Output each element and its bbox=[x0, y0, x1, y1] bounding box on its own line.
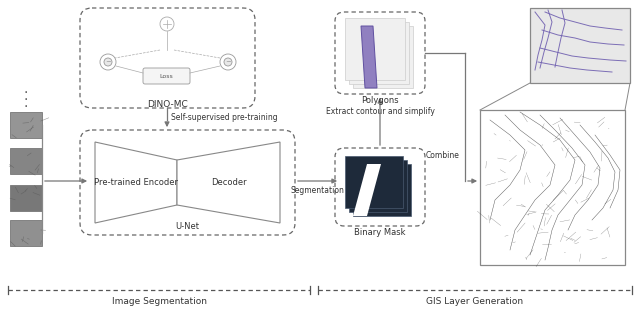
Text: Segmentation: Segmentation bbox=[291, 186, 344, 195]
Bar bbox=[530, 8, 630, 83]
Text: Extract contour and simplify: Extract contour and simplify bbox=[326, 108, 435, 117]
Text: GIS Layer Generation: GIS Layer Generation bbox=[426, 298, 524, 307]
Text: Image Segmentation: Image Segmentation bbox=[111, 298, 207, 307]
Text: DINO-MC: DINO-MC bbox=[147, 100, 188, 109]
Bar bbox=[345, 18, 405, 80]
Bar bbox=[10, 185, 42, 211]
FancyBboxPatch shape bbox=[80, 130, 295, 235]
Text: Loss: Loss bbox=[159, 73, 173, 78]
Bar bbox=[10, 220, 42, 246]
Text: Polygons: Polygons bbox=[361, 96, 399, 105]
Text: Pre-trained Encoder: Pre-trained Encoder bbox=[94, 178, 178, 187]
Polygon shape bbox=[95, 142, 177, 223]
Text: ·: · bbox=[24, 86, 28, 100]
Bar bbox=[10, 148, 42, 174]
Bar bbox=[345, 156, 403, 208]
Text: ~: ~ bbox=[105, 59, 111, 65]
Polygon shape bbox=[177, 142, 280, 223]
FancyBboxPatch shape bbox=[80, 8, 255, 108]
Text: Self-supervised pre-training: Self-supervised pre-training bbox=[171, 113, 278, 122]
Text: U-Net: U-Net bbox=[175, 222, 200, 231]
Text: ·: · bbox=[24, 93, 28, 107]
Bar bbox=[480, 110, 625, 265]
Text: ~: ~ bbox=[225, 59, 231, 65]
FancyBboxPatch shape bbox=[143, 68, 190, 84]
Circle shape bbox=[100, 54, 116, 70]
Text: ·: · bbox=[24, 100, 28, 114]
Bar bbox=[349, 22, 409, 84]
Bar bbox=[349, 160, 407, 212]
Bar bbox=[353, 26, 413, 88]
Text: Binary Mask: Binary Mask bbox=[355, 228, 406, 237]
FancyBboxPatch shape bbox=[335, 12, 425, 94]
Circle shape bbox=[224, 58, 232, 66]
Text: Decoder: Decoder bbox=[211, 178, 246, 187]
Circle shape bbox=[104, 58, 112, 66]
Bar bbox=[353, 164, 411, 216]
Polygon shape bbox=[353, 164, 381, 216]
Circle shape bbox=[160, 17, 174, 31]
FancyBboxPatch shape bbox=[335, 148, 425, 226]
Circle shape bbox=[220, 54, 236, 70]
Bar bbox=[10, 112, 42, 138]
Polygon shape bbox=[361, 26, 377, 88]
Text: Combine: Combine bbox=[426, 150, 460, 160]
